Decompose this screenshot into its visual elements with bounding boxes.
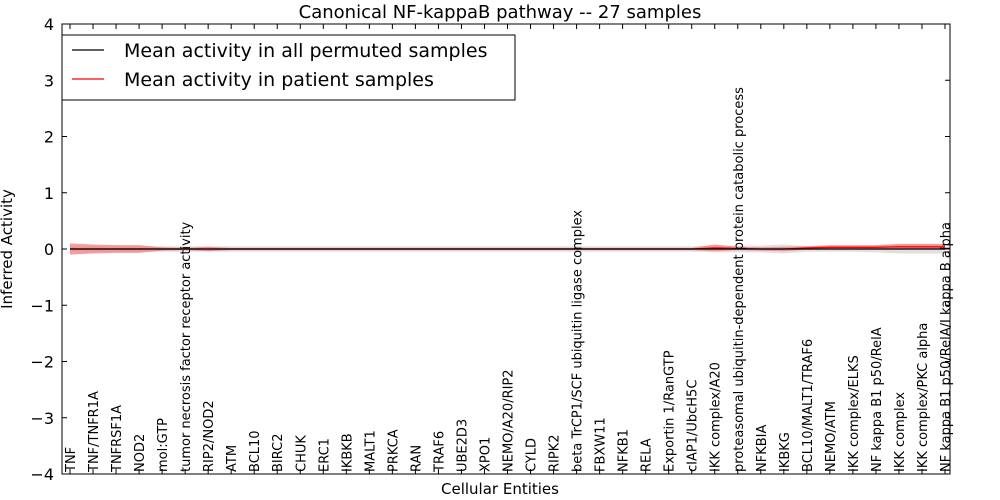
y-tick-label: −3	[30, 409, 54, 428]
x-tick-label: NFKBIA	[755, 425, 770, 472]
x-tick-label: RIPK2	[548, 434, 563, 472]
x-tick-label: tumor necrosis factor receptor activity	[179, 221, 194, 472]
x-tick-label: CHUK	[294, 435, 309, 472]
y-tick-label: 2	[44, 128, 54, 147]
series-lines	[70, 246, 945, 250]
x-tick-label: TNF	[64, 447, 79, 473]
x-tick-label: BIRC2	[271, 434, 286, 473]
x-tick-label: NOD2	[133, 434, 148, 472]
x-axis: TNF TNF/TNFR1A TNFRSF1A NOD2 mol:GTP tumor ne…	[64, 24, 954, 474]
x-tick-label: ERC1	[317, 438, 332, 472]
legend-box	[61, 34, 516, 101]
x-tick-label: IKK complex/A20	[709, 362, 724, 472]
x-tick-label: NEMO/A20/RIP2	[502, 369, 517, 472]
x-tick-label: RAN	[409, 445, 424, 472]
x-tick-label: IKBKG	[778, 432, 793, 472]
legend-label-permuted: Mean activity in all permuted samples	[124, 40, 487, 62]
x-tick-label: MALT1	[363, 430, 378, 472]
x-tick-label: IKK complex	[893, 392, 908, 472]
y-axis: −4 −3 −2 −1 0 1 2 3 4	[30, 15, 950, 484]
x-tick-label: proteasomal ubiquitin-dependent protein …	[732, 87, 747, 472]
x-tick-label: NF kappa B1 p50/RelA	[870, 327, 885, 472]
x-tick-label: mol:GTP	[156, 418, 171, 472]
x-tick-label: IKK complex/PKC alpha	[916, 323, 931, 472]
legend: Mean activity in all permuted samples Me…	[61, 34, 516, 101]
x-axis-label: Cellular Entities	[441, 480, 559, 498]
x-tick-label: TNF/TNFR1A	[87, 391, 102, 473]
x-tick-label: XPO1	[479, 437, 494, 472]
y-tick-label: −1	[30, 296, 54, 315]
x-tick-label: IKK complex/ELKS	[847, 355, 862, 472]
x-tick-label: RIP2/NOD2	[202, 400, 217, 472]
x-tick-label: UBE2D3	[455, 419, 470, 472]
y-tick-label: −2	[30, 353, 54, 372]
x-tick-label: beta TrCP1/SCF ubiquitin ligase complex	[571, 210, 586, 472]
x-tick-label: RELA	[640, 438, 655, 472]
x-tick-label: TRAF6	[432, 431, 447, 473]
legend-label-patient: Mean activity in patient samples	[124, 69, 434, 91]
y-tick-label: 0	[44, 240, 54, 259]
x-tick-label: FBXW11	[594, 417, 609, 472]
chart-title: Canonical NF-kappaB pathway -- 27 sample…	[299, 2, 702, 23]
x-tick-label: NF kappa B1 p50/RelA/I kappa B alpha	[939, 222, 954, 472]
x-tick-label: BCL10	[248, 430, 263, 472]
x-tick-label: NFKB1	[617, 429, 632, 472]
x-tick-label: Exportin 1/RanGTP	[663, 350, 678, 472]
y-tick-label: 1	[44, 184, 54, 203]
y-axis-label: Inferred Activity	[0, 189, 16, 309]
y-tick-label: 3	[44, 71, 54, 90]
x-tick-label: TNFRSF1A	[110, 405, 125, 473]
x-tick-label: IKBKB	[340, 433, 355, 472]
y-tick-label: −4	[30, 465, 54, 484]
x-tick-label: BCL10/MALT1/TRAF6	[801, 339, 816, 472]
x-tick-label: NEMO/ATM	[824, 401, 839, 472]
x-tick-label: ATM	[225, 445, 240, 472]
x-tick-label: PRKCA	[386, 429, 401, 472]
y-tick-label: 4	[44, 15, 54, 34]
x-tick-label: cIAP1/UbcH5C	[686, 380, 701, 472]
x-tick-label: CYLD	[525, 438, 540, 472]
